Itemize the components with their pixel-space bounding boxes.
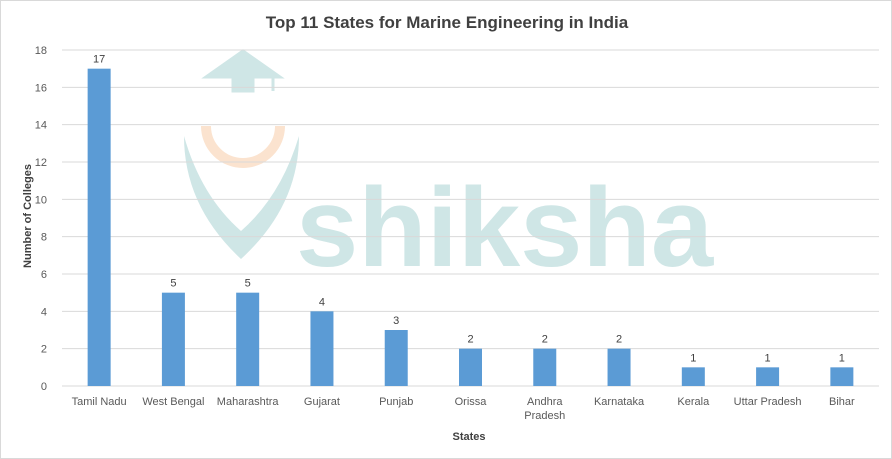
y-tick-label: 12 bbox=[35, 157, 47, 169]
watermark-shield bbox=[184, 136, 299, 259]
chart-title: Top 11 States for Marine Engineering in … bbox=[266, 13, 629, 32]
bar bbox=[161, 292, 185, 386]
watermark-accent-ring bbox=[201, 125, 285, 168]
x-tick-label: Karnataka bbox=[594, 396, 645, 408]
x-tick-label: West Bengal bbox=[142, 396, 204, 408]
bar bbox=[681, 367, 705, 386]
data-labels: 17 5 5 4 3 2 2 2 1 1 1 bbox=[93, 54, 845, 365]
data-label: 4 bbox=[319, 296, 325, 308]
x-tick-label: Maharashtra bbox=[217, 396, 280, 408]
x-tick-label: Kerala bbox=[677, 396, 710, 408]
x-axis-ticks: Tamil Nadu West Bengal Maharashtra Gujarat P… bbox=[72, 396, 855, 422]
bar bbox=[756, 367, 780, 386]
y-tick-label: 0 bbox=[41, 381, 47, 393]
bar bbox=[830, 367, 854, 386]
x-tick-label: Bihar bbox=[829, 396, 855, 408]
x-tick-label: Orissa bbox=[455, 396, 488, 408]
data-label: 5 bbox=[170, 278, 176, 290]
watermark-text: shiksha bbox=[296, 165, 714, 290]
bar bbox=[533, 348, 557, 386]
x-axis-title: States bbox=[452, 431, 485, 443]
y-axis-ticks: 0 2 4 6 8 10 12 14 16 18 bbox=[35, 45, 47, 393]
y-tick-label: 18 bbox=[35, 45, 47, 57]
data-label: 2 bbox=[616, 334, 622, 346]
bars bbox=[87, 68, 854, 387]
data-label: 2 bbox=[467, 334, 473, 346]
y-tick-label: 10 bbox=[35, 194, 47, 206]
data-label: 1 bbox=[765, 352, 771, 364]
data-label: 1 bbox=[690, 352, 696, 364]
bar bbox=[607, 348, 631, 386]
data-label: 17 bbox=[93, 54, 105, 66]
bar bbox=[384, 330, 408, 386]
x-tick-label: Tamil Nadu bbox=[72, 396, 127, 408]
data-label: 1 bbox=[839, 352, 845, 364]
gridlines bbox=[62, 49, 879, 387]
x-tick-label: Punjab bbox=[379, 396, 413, 408]
data-label: 3 bbox=[393, 315, 399, 327]
bar bbox=[310, 311, 334, 386]
bar bbox=[87, 68, 111, 387]
bar bbox=[459, 348, 482, 386]
x-tick-label: Andhra Pradesh bbox=[524, 396, 565, 422]
y-tick-label: 8 bbox=[41, 232, 47, 244]
y-tick-label: 16 bbox=[35, 82, 47, 94]
data-label: 2 bbox=[542, 334, 548, 346]
y-tick-label: 14 bbox=[35, 120, 47, 132]
y-tick-label: 2 bbox=[41, 344, 47, 356]
x-tick-label: Gujarat bbox=[304, 396, 340, 408]
graduation-cap-icon bbox=[201, 49, 285, 93]
bar bbox=[236, 292, 260, 386]
y-axis-title: Number of Colleges bbox=[22, 164, 34, 268]
y-tick-label: 4 bbox=[41, 306, 47, 318]
y-tick-label: 6 bbox=[41, 269, 47, 281]
shiksha-watermark: shiksha bbox=[184, 49, 714, 290]
data-label: 5 bbox=[245, 278, 251, 290]
x-tick-label: Uttar Pradesh bbox=[734, 396, 802, 408]
